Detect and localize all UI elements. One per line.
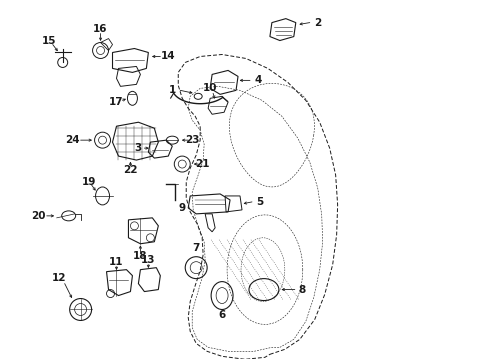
Text: 7: 7 — [192, 243, 200, 253]
Text: 8: 8 — [298, 284, 305, 294]
Text: 21: 21 — [195, 159, 209, 169]
Text: 20: 20 — [32, 211, 46, 221]
Text: 3: 3 — [135, 143, 142, 153]
Text: 19: 19 — [81, 177, 96, 187]
Text: 1: 1 — [168, 85, 176, 95]
Text: 15: 15 — [41, 36, 56, 46]
Text: 9: 9 — [178, 203, 185, 213]
Text: 18: 18 — [133, 251, 147, 261]
Text: 5: 5 — [256, 197, 263, 207]
Text: 13: 13 — [141, 255, 155, 265]
Text: 16: 16 — [93, 24, 107, 33]
Text: 11: 11 — [109, 257, 123, 267]
Text: 24: 24 — [65, 135, 80, 145]
Text: 23: 23 — [184, 135, 199, 145]
Text: 6: 6 — [218, 310, 225, 320]
Text: 4: 4 — [254, 75, 261, 85]
Text: 10: 10 — [203, 84, 217, 93]
Text: 22: 22 — [123, 165, 138, 175]
Text: 14: 14 — [161, 51, 175, 62]
Text: 2: 2 — [313, 18, 321, 28]
Text: 12: 12 — [51, 273, 66, 283]
Text: 17: 17 — [109, 97, 123, 107]
